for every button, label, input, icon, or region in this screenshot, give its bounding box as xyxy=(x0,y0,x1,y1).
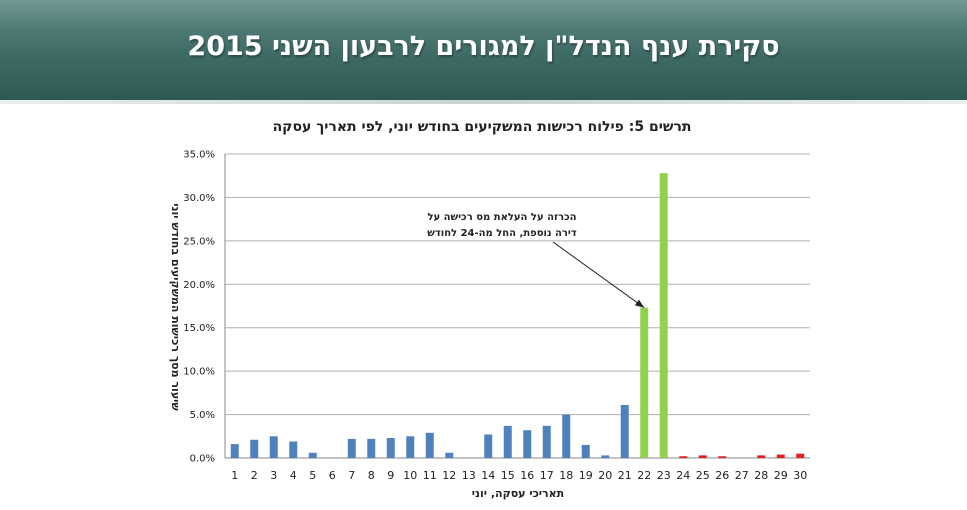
bar-day-18 xyxy=(562,414,571,458)
bar-day-16 xyxy=(523,430,532,458)
y-tick-label: 35.0% xyxy=(183,150,215,161)
y-tick-label: 0.0% xyxy=(190,454,215,465)
bar-day-24 xyxy=(679,456,688,458)
y-axis-ticks: 0.0% 5.0% 10.0% 15.0% 20.0% 25.0% 30.0% 35.0% xyxy=(183,150,215,465)
x-tick-label: 7 xyxy=(348,469,355,482)
x-tick-label: 22 xyxy=(637,469,651,482)
x-tick-label: 6 xyxy=(329,469,336,482)
annotation-arrowhead xyxy=(634,299,645,308)
x-tick-label: 20 xyxy=(598,469,612,482)
header-shine xyxy=(0,0,967,30)
chart-bars xyxy=(230,173,805,458)
x-axis-ticks: 1 2 3 4 5 6 7 8 9 10 11 12 13 14 15 16 17 18 19 20 21 22 23 24 2… xyxy=(231,469,807,482)
bar-day-8 xyxy=(367,438,376,458)
x-tick-label: 4 xyxy=(290,469,297,482)
bar-day-12 xyxy=(445,452,454,458)
x-tick-label: 23 xyxy=(657,469,671,482)
bar-day-22 xyxy=(640,307,649,458)
bar-day-29 xyxy=(776,454,785,458)
x-tick-label: 14 xyxy=(481,469,495,482)
x-tick-label: 9 xyxy=(387,469,394,482)
x-tick-label: 25 xyxy=(696,469,710,482)
annotation-arrow xyxy=(552,241,645,309)
header-divider xyxy=(0,100,967,104)
x-tick-label: 12 xyxy=(442,469,456,482)
x-tick-label: 1 xyxy=(231,469,238,482)
bar-day-14 xyxy=(484,434,493,458)
bar-day-11 xyxy=(425,432,434,458)
bar-day-15 xyxy=(503,425,512,458)
x-tick-label: 26 xyxy=(715,469,729,482)
bar-day-3 xyxy=(269,436,278,458)
y-tick-label: 10.0% xyxy=(183,367,215,378)
x-axis-label: תאריכי עסקה, יוני xyxy=(472,487,564,500)
bar-day-5 xyxy=(308,452,317,458)
bar-day-23 xyxy=(659,173,668,458)
y-tick-label: 5.0% xyxy=(190,410,215,421)
x-tick-label: 3 xyxy=(270,469,277,482)
bar-chart: תרשים 5: פילוח רכישות המשקיעים בחודש יונ… xyxy=(169,119,810,500)
bar-day-10 xyxy=(406,436,415,458)
bar-day-30 xyxy=(796,453,805,458)
x-tick-label: 8 xyxy=(368,469,375,482)
x-tick-label: 27 xyxy=(735,469,749,482)
slide-title: סקירת ענף הנדל"ן למגורים לרבעון השני 201… xyxy=(187,30,780,62)
bar-day-26 xyxy=(718,456,727,458)
x-tick-label: 16 xyxy=(520,469,534,482)
bar-day-28 xyxy=(757,455,766,458)
x-tick-label: 29 xyxy=(774,469,788,482)
x-tick-label: 2 xyxy=(251,469,258,482)
chart-gridlines xyxy=(224,153,810,459)
x-tick-label: 30 xyxy=(793,469,807,482)
x-tick-label: 15 xyxy=(501,469,515,482)
x-tick-label: 13 xyxy=(462,469,476,482)
x-tick-label: 24 xyxy=(676,469,690,482)
bar-day-21 xyxy=(620,405,629,458)
bar-day-4 xyxy=(289,441,298,458)
bar-day-19 xyxy=(581,444,590,458)
x-tick-label: 28 xyxy=(754,469,768,482)
y-tick-label: 25.0% xyxy=(183,236,215,247)
chart-title: תרשים 5: פילוח רכישות המשקיעים בחודש יונ… xyxy=(273,119,692,135)
bar-day-2 xyxy=(250,439,259,458)
x-tick-label: 17 xyxy=(540,469,554,482)
annotation-line-1: הכרזה על העלאת מס רכישה על xyxy=(427,212,576,223)
bar-day-9 xyxy=(386,438,395,458)
y-tick-label: 30.0% xyxy=(183,193,215,204)
y-axis-label: שיעור מסך רכישות המשקיעים בחודש יוני xyxy=(169,203,182,411)
x-tick-label: 5 xyxy=(309,469,316,482)
x-tick-label: 11 xyxy=(423,469,437,482)
bar-day-20 xyxy=(601,455,610,458)
annotation-line-2: דירה נוספת, החל מה-24 לחודש xyxy=(427,228,577,239)
slide-header: סקירת ענף הנדל"ן למגורים לרבעון השני 201… xyxy=(0,0,967,102)
bar-day-7 xyxy=(347,438,356,458)
x-tick-label: 18 xyxy=(559,469,573,482)
chart-annotation: הכרזה על העלאת מס רכישה על דירה נוספת, ה… xyxy=(427,212,645,309)
bar-day-1 xyxy=(230,444,239,458)
bar-day-17 xyxy=(542,425,551,458)
x-tick-label: 10 xyxy=(403,469,417,482)
y-tick-label: 20.0% xyxy=(183,280,215,291)
bar-day-25 xyxy=(698,455,707,458)
x-tick-label: 19 xyxy=(579,469,593,482)
x-tick-label: 21 xyxy=(618,469,632,482)
y-tick-label: 15.0% xyxy=(183,323,215,334)
